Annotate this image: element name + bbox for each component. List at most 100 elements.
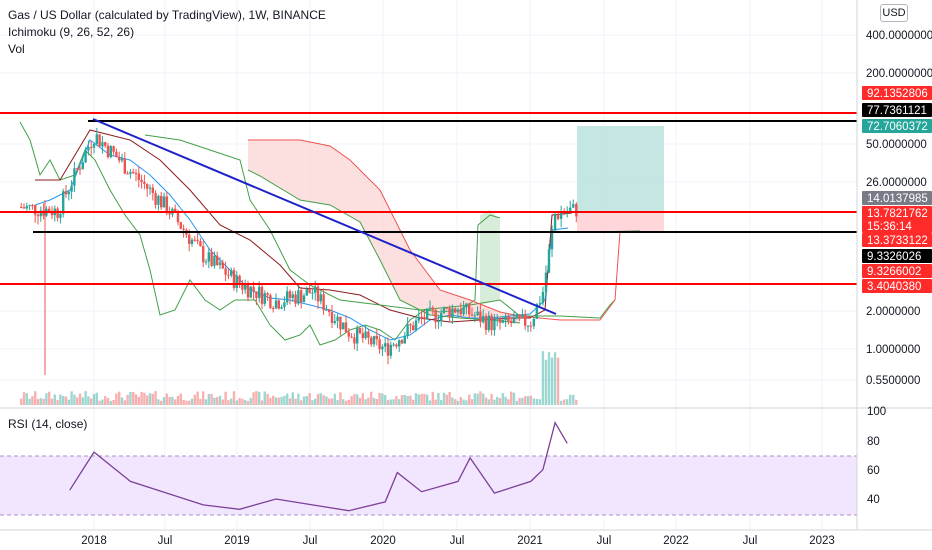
- time-tick-label: 2019: [224, 535, 250, 547]
- volume-bar: [504, 396, 507, 405]
- volume-bar: [325, 396, 328, 405]
- svg-text:72.7060372: 72.7060372: [867, 121, 928, 133]
- indicator-vol[interactable]: Vol: [8, 42, 25, 56]
- ichimoku-lines: [19, 121, 641, 346]
- volume-bar: [347, 399, 350, 405]
- volume-bar: [39, 398, 42, 405]
- candle: [367, 329, 370, 345]
- volume-bar: [227, 400, 230, 405]
- svg-text:77.7361121: 77.7361121: [867, 105, 927, 117]
- candle: [34, 204, 37, 223]
- candle: [493, 314, 496, 336]
- candle: [154, 190, 157, 209]
- kijun-line: [35, 129, 573, 323]
- candles: [20, 127, 578, 375]
- volume-bar: [501, 393, 504, 405]
- trendline[interactable]: [92, 118, 557, 315]
- candle: [227, 268, 230, 280]
- volume-bar: [550, 357, 554, 405]
- candle: [426, 308, 429, 321]
- candle: [90, 141, 93, 156]
- candle: [224, 261, 227, 282]
- candle: [384, 337, 387, 353]
- volume-bar: [328, 398, 331, 405]
- candle: [386, 337, 390, 365]
- volume-bar: [547, 352, 551, 405]
- candle: [70, 180, 73, 199]
- volume-bar: [104, 396, 107, 405]
- volume-bar: [538, 399, 542, 405]
- candle: [484, 313, 488, 335]
- indicator-ichimoku[interactable]: Ichimoku (9, 26, 52, 26): [8, 25, 135, 39]
- indicator-rsi[interactable]: RSI (14, close): [8, 417, 88, 431]
- volume-bar: [470, 399, 474, 405]
- price-axis[interactable]: 400.0000000 200.0000000 50.0000000 26.00000…: [866, 30, 932, 387]
- candle: [325, 304, 328, 311]
- candle: [272, 306, 275, 313]
- chart-title[interactable]: Gas / US Dollar (calculated by TradingVi…: [8, 8, 326, 22]
- volume-bar: [454, 399, 457, 405]
- volume-bar: [378, 392, 381, 405]
- candle: [392, 342, 395, 347]
- candle: [260, 284, 264, 309]
- price-tag: 13.7821762: [862, 206, 932, 220]
- volume-bar: [213, 397, 216, 405]
- candle: [230, 267, 233, 278]
- svg-text:13.3733122: 13.3733122: [867, 235, 928, 247]
- svg-text:9.3266002: 9.3266002: [867, 266, 921, 278]
- volume-bar: [392, 399, 395, 405]
- volume-bar: [160, 400, 163, 405]
- candle: [400, 338, 404, 345]
- volume-bar: [297, 393, 300, 405]
- volume-bar: [451, 397, 454, 405]
- volume-bar: [476, 393, 479, 405]
- candle: [518, 314, 521, 321]
- candle: [115, 148, 118, 158]
- candle: [112, 145, 115, 156]
- volume-bar: [342, 399, 345, 405]
- volume-bar: [176, 395, 180, 405]
- candle: [106, 143, 110, 159]
- volume-bar: [482, 393, 485, 405]
- candle: [218, 256, 222, 270]
- candle: [490, 313, 493, 336]
- candle: [395, 343, 398, 349]
- volume-bar: [448, 391, 451, 405]
- volume-bar: [50, 398, 54, 405]
- volume-bar: [314, 398, 317, 405]
- volume-bar: [246, 400, 250, 405]
- candle: [92, 142, 96, 154]
- volume-bar: [426, 394, 429, 405]
- volume-bar: [459, 396, 462, 405]
- candle: [232, 267, 236, 291]
- candle: [109, 145, 112, 159]
- volume-bar: [350, 396, 353, 405]
- candle: [412, 321, 415, 331]
- volume-bar: [367, 397, 370, 405]
- svg-text:9.3326026: 9.3326026: [867, 251, 921, 263]
- candle: [162, 192, 166, 208]
- volume-bar: [31, 396, 34, 405]
- candle: [36, 211, 40, 225]
- time-tick-label: 2022: [663, 535, 689, 547]
- volume-bar: [53, 394, 56, 405]
- candle: [221, 259, 224, 270]
- volume-bar: [364, 399, 367, 405]
- volume-bar: [496, 396, 499, 405]
- currency-button[interactable]: USD: [880, 4, 908, 22]
- volume-bar: [294, 398, 297, 405]
- candle: [406, 317, 409, 339]
- candle: [137, 166, 140, 188]
- time-tick-label: 2018: [81, 535, 107, 547]
- candle: [529, 321, 532, 332]
- volume-bar: [272, 395, 275, 405]
- volume-bar: [412, 399, 415, 405]
- candle: [322, 288, 325, 315]
- price-tags: 92.1352806 77.7361121 72.7060372 14.0137985…: [862, 86, 932, 293]
- candle: [302, 293, 306, 303]
- volume-bar: [62, 396, 65, 405]
- volume-bar: [465, 400, 468, 405]
- time-axis[interactable]: 2018 Jul 2019 Jul 2020 Jul 2021 Jul 2022 Jul 2023: [81, 535, 835, 547]
- rsi-band: [0, 456, 857, 515]
